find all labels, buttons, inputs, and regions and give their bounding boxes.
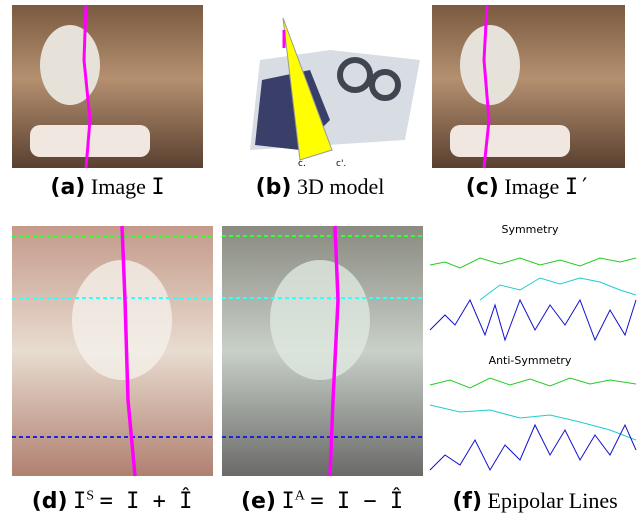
caption: (e) IA = I − Î [214, 488, 430, 514]
symbol: I′ [565, 175, 592, 200]
crayon [450, 125, 570, 157]
statue [72, 260, 172, 380]
caption: (a) Image I [12, 174, 203, 200]
signal [430, 405, 636, 440]
signal [430, 425, 636, 470]
figure: c. c'. Symmetry Anti-Symmetry (a) Image … [0, 0, 640, 524]
symbol: I [151, 175, 164, 200]
panel-label: (d) [32, 489, 68, 514]
statue [460, 25, 520, 105]
panel-label: (a) [50, 175, 85, 200]
caption: (d) IS = I + Î [4, 488, 220, 514]
superscript: S [86, 489, 94, 504]
camera-label: c. [298, 159, 306, 169]
panel-label: (e) [241, 489, 276, 514]
symbol: I [73, 489, 86, 514]
caption: (f) Epipolar Lines [432, 488, 638, 514]
model [250, 18, 420, 160]
camera-label: c'. [336, 159, 346, 169]
statue [270, 260, 370, 380]
figure-graphics: c. c'. Symmetry Anti-Symmetry [0, 0, 640, 524]
signal [430, 300, 636, 340]
panel-label: (c) [466, 175, 499, 200]
plot-title: Anti-Symmetry [489, 354, 572, 367]
symbol: I [281, 489, 294, 514]
equation: = I + Î [100, 489, 193, 514]
statue [40, 25, 100, 105]
plot-title: Symmetry [501, 223, 559, 236]
panel-label: (b) [256, 175, 292, 200]
caption: (c) Image I′ [432, 174, 625, 200]
superscript: A [295, 489, 305, 504]
caption-text: Image [504, 174, 559, 199]
caption-text: 3D model [297, 174, 384, 199]
equation: = I − Î [310, 489, 403, 514]
caption: (b) 3D model [212, 174, 428, 200]
panel-label: (f) [452, 489, 482, 514]
signal [430, 378, 636, 388]
signal [430, 258, 636, 268]
caption-text: Epipolar Lines [488, 488, 618, 513]
caption-text: Image [91, 174, 146, 199]
signal [480, 278, 636, 300]
